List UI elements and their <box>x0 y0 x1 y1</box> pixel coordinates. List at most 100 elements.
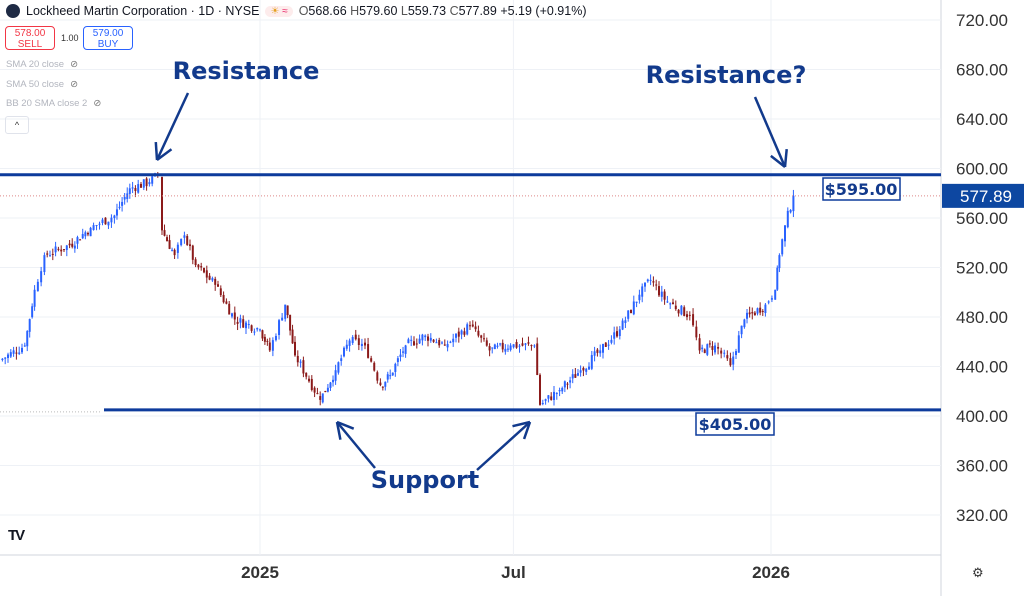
last-price-tag <box>942 183 1024 208</box>
candle <box>767 301 770 303</box>
candle <box>211 278 214 281</box>
candle <box>291 329 294 344</box>
hidden-eye-icon[interactable]: ⊘ <box>70 59 79 70</box>
candle <box>443 344 446 346</box>
candle <box>429 337 432 341</box>
candle <box>561 387 564 392</box>
candle <box>261 330 264 339</box>
arrowhead-icon <box>335 421 342 440</box>
candle <box>84 232 87 237</box>
candle <box>621 320 624 330</box>
buy-button[interactable]: 579.00 BUY <box>83 26 133 50</box>
order-quantity[interactable]: 1.00 <box>61 33 79 43</box>
price-change: +5.19 (+0.91%) <box>500 4 587 18</box>
candle <box>669 303 672 305</box>
candle <box>245 322 247 329</box>
candle <box>250 325 253 331</box>
candle <box>674 305 677 310</box>
resistance-question-annotation: Resistance? <box>646 61 807 89</box>
candle <box>189 244 191 247</box>
support-annotation: Support <box>371 466 480 494</box>
candle <box>326 387 329 392</box>
candle <box>596 349 599 353</box>
candle <box>402 351 405 353</box>
hidden-eye-icon[interactable]: ⊘ <box>93 98 102 109</box>
candle <box>121 201 124 206</box>
candle <box>145 178 148 187</box>
sell-button[interactable]: 578.00 SELL <box>5 26 55 50</box>
candle <box>376 372 379 381</box>
candle <box>638 294 641 301</box>
candle <box>219 288 222 296</box>
candle <box>370 358 373 362</box>
candle <box>506 348 509 350</box>
candle <box>271 340 274 351</box>
candle <box>493 344 496 350</box>
settings-icon[interactable]: ⚙ <box>972 565 984 580</box>
candle <box>256 327 259 330</box>
resistance-annotation: Resistance <box>173 57 320 85</box>
candle <box>351 337 354 343</box>
candle <box>688 314 691 316</box>
candle <box>36 281 39 292</box>
support-price-box <box>695 412 775 436</box>
candle <box>635 301 638 303</box>
arrowhead-icon <box>522 421 532 440</box>
arrowhead-icon <box>512 420 531 428</box>
candle <box>43 255 46 273</box>
candle <box>381 386 384 388</box>
last-price-label: 577.89 <box>960 187 1012 206</box>
y-tick-label: 600.00 <box>956 160 1008 179</box>
candle <box>692 314 695 326</box>
candle <box>389 375 392 377</box>
candle <box>134 188 137 191</box>
arrowhead-icon <box>336 420 355 430</box>
indicator-bb[interactable]: BB 20 SMA close 2 ⊘ <box>6 98 102 109</box>
candle <box>427 336 429 341</box>
candle <box>512 344 515 348</box>
candle <box>457 331 460 337</box>
candle <box>582 367 585 371</box>
tradingview-logo: TV <box>8 527 25 544</box>
y-tick-label: 480.00 <box>956 308 1008 327</box>
collapse-legend-button[interactable]: ^ <box>5 116 29 134</box>
candle <box>399 354 402 357</box>
candle <box>396 358 399 363</box>
candle <box>140 183 142 188</box>
candle <box>607 344 610 346</box>
candle <box>151 176 154 184</box>
symbol-title[interactable]: Lockheed Martin Corporation · 1D · NYSE <box>26 4 260 18</box>
candle <box>268 342 271 351</box>
candle <box>284 304 287 319</box>
indicator-sma20[interactable]: SMA 20 close ⊘ <box>6 59 79 70</box>
candle <box>593 351 596 356</box>
candle <box>563 381 566 388</box>
candle <box>571 374 574 379</box>
candle <box>148 182 151 185</box>
candle <box>334 370 337 381</box>
candle <box>740 325 743 335</box>
candle <box>509 345 512 350</box>
candle <box>86 233 89 235</box>
candle <box>672 302 674 305</box>
candle <box>357 338 360 346</box>
candle <box>663 291 666 300</box>
candle <box>501 342 504 350</box>
candle <box>460 330 463 335</box>
candle <box>714 345 716 353</box>
market-status-badge[interactable]: ☀ ≈ <box>265 5 293 17</box>
candle <box>574 374 577 378</box>
indicator-sma50[interactable]: SMA 50 close ⊘ <box>6 79 79 90</box>
candle <box>176 244 179 253</box>
candle <box>491 347 494 349</box>
candle <box>588 366 590 370</box>
x-tick-label: Jul <box>501 563 526 582</box>
candle <box>142 179 145 188</box>
candle <box>95 225 98 227</box>
candle <box>743 319 746 328</box>
candle <box>737 335 740 353</box>
candle <box>658 286 660 296</box>
hidden-eye-icon[interactable]: ⊘ <box>70 79 79 90</box>
candle <box>558 390 561 392</box>
